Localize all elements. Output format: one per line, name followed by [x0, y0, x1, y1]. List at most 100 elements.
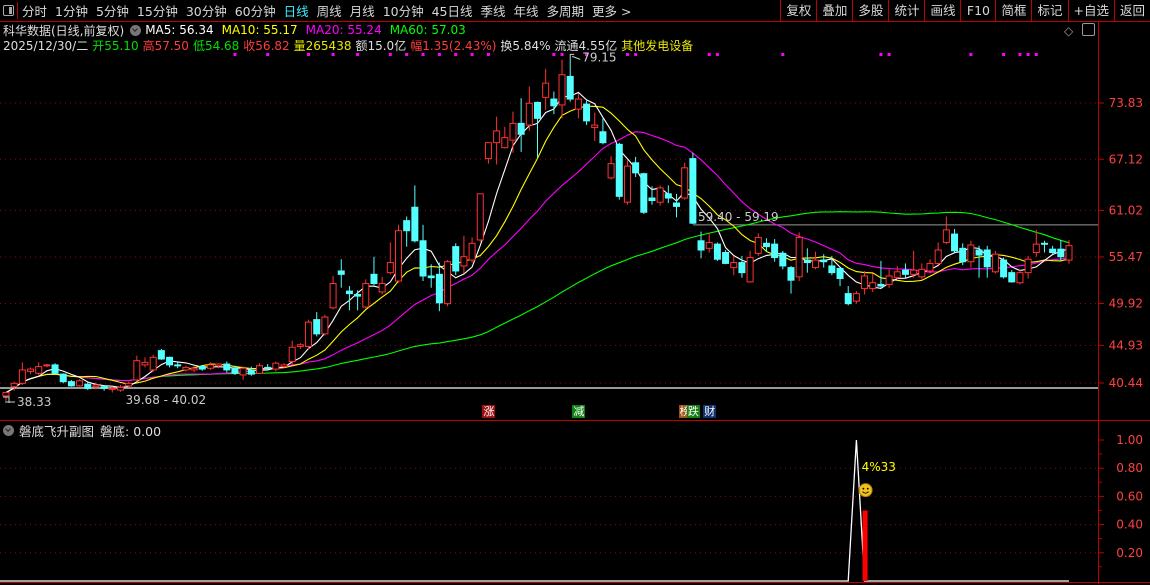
candle-body — [722, 252, 730, 264]
candle — [681, 162, 689, 200]
event-tag[interactable]: 涨 — [482, 405, 496, 418]
panel-layout-icon[interactable] — [1082, 23, 1095, 36]
candle-body — [264, 366, 272, 369]
toolbar-button[interactable]: 标记 — [1031, 0, 1067, 21]
candle — [1016, 269, 1024, 285]
candle-body — [623, 165, 631, 203]
quote-field: 换5.84% — [500, 38, 551, 53]
price-tick-label: 40.44 — [1109, 376, 1143, 390]
signal-marker — [715, 53, 719, 56]
candle-body — [918, 268, 926, 278]
candle-body — [100, 386, 108, 389]
period-tab[interactable]: 周线 — [316, 4, 342, 19]
event-tag[interactable]: 减 — [572, 405, 586, 418]
candle — [182, 365, 190, 372]
candle — [84, 382, 92, 391]
candle-body — [787, 267, 795, 281]
quote-row: 2025/12/30/二 开55.10 高57.50 低54.68 收56.82 量265… — [3, 37, 697, 53]
candle — [1032, 229, 1040, 257]
candle — [509, 111, 517, 153]
candle — [67, 379, 75, 387]
candle — [844, 286, 852, 306]
signal-marker — [887, 53, 891, 56]
period-tab[interactable]: 30分钟 — [185, 4, 227, 19]
high-arrow-icon — [569, 53, 581, 60]
candle — [231, 365, 239, 375]
candle-body — [550, 98, 558, 107]
candle-body — [35, 366, 43, 374]
candle — [517, 98, 525, 152]
candle — [525, 86, 533, 131]
candle — [411, 185, 419, 243]
period-tab[interactable]: 季线 — [480, 4, 506, 19]
candle — [255, 363, 263, 375]
candle-body — [517, 122, 525, 135]
chevron-down-icon[interactable] — [130, 24, 142, 36]
signal-marker — [1034, 53, 1038, 56]
candle — [583, 100, 591, 126]
candle-body — [354, 293, 362, 297]
panel-toggle-icon[interactable] — [0, 2, 18, 19]
ma20-line — [5, 131, 1070, 394]
candle — [738, 255, 746, 278]
period-tab[interactable]: 1分钟 — [55, 4, 88, 19]
period-tab[interactable]: 60分钟 — [234, 4, 276, 19]
period-tab[interactable]: 年线 — [513, 4, 539, 19]
period-tab[interactable]: 日线 — [283, 4, 309, 19]
candle-body — [10, 382, 18, 388]
quote-field: 其他发电设备 — [621, 38, 694, 53]
period-tab[interactable]: 分时 — [22, 4, 48, 19]
candle-body — [673, 202, 681, 207]
period-tab[interactable]: 15分钟 — [136, 4, 178, 19]
candle-body — [444, 261, 452, 305]
period-tab[interactable]: 10分钟 — [382, 4, 424, 19]
signal-marker — [486, 53, 490, 56]
toolbar-button[interactable]: 叠加 — [816, 0, 852, 21]
candle-body — [852, 293, 860, 302]
event-tag[interactable]: 跌 — [686, 405, 700, 418]
candle-body — [27, 368, 35, 373]
chevron-down-icon[interactable] — [3, 424, 14, 436]
candle-body — [190, 367, 198, 371]
candle-body — [713, 243, 721, 260]
signal-marker — [1018, 53, 1022, 56]
diamond-icon[interactable]: ◇ — [1064, 24, 1074, 38]
event-tag[interactable]: 财 — [703, 405, 717, 418]
candle — [337, 259, 345, 288]
candle — [689, 152, 697, 225]
toolbar-button[interactable]: 多股 — [852, 0, 888, 21]
candle — [566, 58, 574, 102]
signal-marker — [388, 53, 392, 56]
toolbar-button[interactable]: 统计 — [888, 0, 924, 21]
candle — [901, 263, 909, 278]
pane-divider[interactable] — [0, 420, 1150, 421]
period-tab[interactable]: 5分钟 — [95, 4, 129, 19]
candle-body — [125, 382, 133, 387]
candle — [648, 186, 656, 205]
candle-body — [76, 380, 84, 387]
price-tick-label: 73.83 — [1109, 96, 1143, 110]
toolbar-button[interactable]: +自选 — [1067, 0, 1114, 21]
toolbar-button[interactable]: 返回 — [1113, 0, 1150, 21]
toolbar-button[interactable]: 简框 — [995, 0, 1031, 21]
candle — [272, 361, 280, 372]
period-tab[interactable]: 45日线 — [431, 4, 473, 19]
period-tab[interactable]: 更多 > — [592, 4, 632, 19]
price-tick-label: 61.02 — [1109, 203, 1143, 217]
period-tab[interactable]: 多周期 — [546, 4, 585, 19]
candle — [264, 364, 272, 370]
candle-body — [133, 360, 141, 381]
period-tab[interactable]: 月线 — [349, 4, 375, 19]
candle — [640, 172, 648, 214]
toolbar-buttons: 复权 叠加 多股 统计 画线 F10 简框 标记 +自选 返回 — [780, 0, 1150, 21]
candle-body — [599, 131, 607, 144]
toolbar-button[interactable]: 复权 — [780, 0, 816, 21]
toolbar-button[interactable]: F10 — [960, 0, 995, 21]
candle-body — [844, 293, 852, 305]
candle-body — [247, 369, 255, 375]
candle — [910, 250, 918, 278]
sub-chart-value: 磐底: 0.00 — [100, 423, 162, 439]
sub-tick-label: 0.20 — [1116, 546, 1143, 560]
toolbar-button[interactable]: 画线 — [924, 0, 960, 21]
candle-body — [656, 187, 664, 203]
